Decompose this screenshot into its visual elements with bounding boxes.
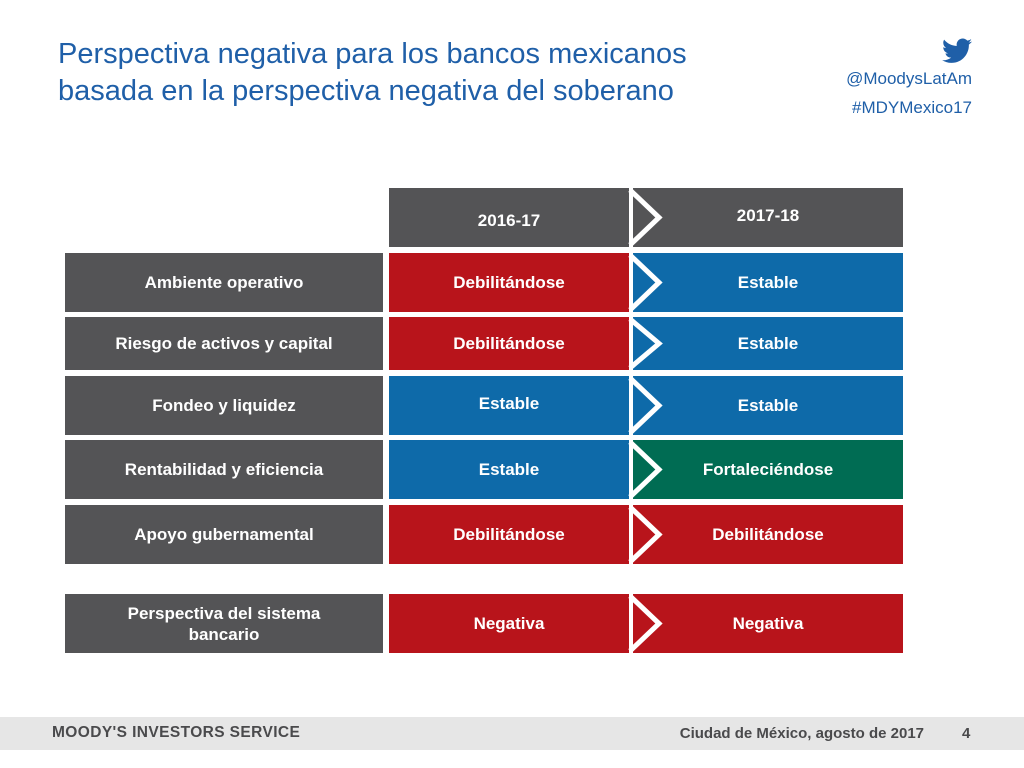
twitter-bird-icon	[942, 38, 972, 63]
row-label-text: Perspectiva del sistema bancario	[127, 603, 321, 644]
cell-value: Estable	[737, 396, 799, 415]
chevron-right-icon	[628, 440, 663, 499]
cell-2016-riesgo-activos: Debilitándose	[389, 317, 629, 370]
title-line-2: basada en la perspectiva negativa del so…	[58, 75, 674, 107]
cell-value: Negativa	[732, 614, 804, 633]
cell-value: Fortaleciéndose	[702, 460, 834, 479]
cell-2016-apoyo-gubernamental: Debilitándose	[389, 505, 629, 564]
cell-value: Debilitándose	[453, 525, 565, 544]
chevron-right-icon	[628, 594, 663, 653]
cell-value: Estable	[737, 334, 799, 353]
cell-2016-rentabilidad: Estable	[389, 440, 629, 499]
cell-2016-fondeo-liquidez: Estable	[389, 376, 629, 435]
chevron-right-icon	[628, 376, 663, 435]
cell-2017-perspectiva-sistema: Negativa	[633, 594, 903, 653]
row-label-ambiente-operativo: Ambiente operativo	[65, 253, 383, 312]
slide-title: Perspectiva negativa para los bancos mex…	[58, 36, 818, 110]
chevron-right-icon	[628, 188, 663, 247]
twitter-handle: @MoodysLatAm	[846, 69, 972, 88]
footer-place-date: Ciudad de México, agosto de 2017	[679, 725, 924, 742]
cell-2017-riesgo-activos: Estable	[633, 317, 903, 370]
row-label-text: Apoyo gubernamental	[134, 525, 314, 544]
cell-value: Debilitándose	[453, 273, 565, 292]
title-line-1: Perspectiva negativa para los bancos mex…	[58, 38, 687, 70]
header-2017-18: 2017-18	[633, 188, 903, 247]
footer-brand: MOODY'S INVESTORS SERVICE	[52, 724, 301, 741]
header-2017-18-label: 2017-18	[736, 206, 800, 225]
cell-2017-rentabilidad: Fortaleciéndose	[633, 440, 903, 499]
row-label-perspectiva-sistema: Perspectiva del sistema bancario	[65, 594, 383, 653]
chevron-right-icon	[628, 253, 663, 312]
row-label-apoyo-gubernamental: Apoyo gubernamental	[65, 505, 383, 564]
row-label-riesgo-activos: Riesgo de activos y capital	[65, 317, 383, 370]
cell-value: Estable	[478, 460, 540, 479]
cell-value: Estable	[478, 394, 540, 413]
cell-2017-fondeo-liquidez: Estable	[633, 376, 903, 435]
cell-2016-perspectiva-sistema: Negativa	[389, 594, 629, 653]
cell-value: Debilitándose	[453, 334, 565, 353]
row-label-fondeo-liquidez: Fondeo y liquidez	[65, 376, 383, 435]
row-label-text: Fondeo y liquidez	[152, 396, 296, 415]
twitter-hashtag: #MDYMexico17	[852, 98, 972, 117]
row-label-text: Ambiente operativo	[144, 273, 304, 292]
chevron-right-icon	[628, 317, 663, 370]
cell-value: Debilitándose	[712, 525, 824, 544]
page-number: 4	[962, 725, 971, 742]
cell-2016-ambiente-operativo: Debilitándose	[389, 253, 629, 312]
row-label-text: Rentabilidad y eficiencia	[124, 460, 324, 479]
header-2016-17: 2016-17	[389, 188, 629, 247]
chevron-right-icon	[628, 505, 663, 564]
cell-value: Negativa	[473, 614, 545, 633]
social-block: @MoodysLatAm #MDYMexico17	[846, 64, 972, 122]
header-2016-17-label: 2016-17	[477, 211, 541, 230]
row-label-rentabilidad: Rentabilidad y eficiencia	[65, 440, 383, 499]
cell-2017-apoyo-gubernamental: Debilitándose	[633, 505, 903, 564]
cell-value: Estable	[737, 273, 799, 292]
cell-2017-ambiente-operativo: Estable	[633, 253, 903, 312]
footer-bar: MOODY'S INVESTORS SERVICE Ciudad de Méxi…	[0, 717, 1024, 750]
row-label-text: Riesgo de activos y capital	[115, 334, 333, 353]
